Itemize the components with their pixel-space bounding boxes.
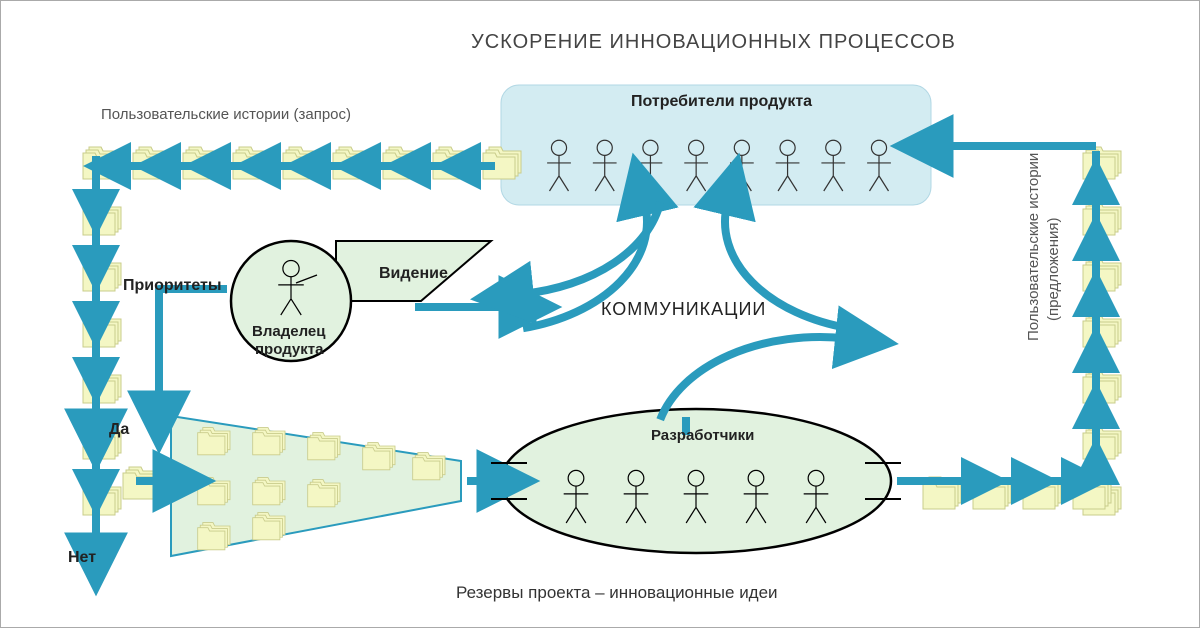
folder-icon: [83, 371, 121, 403]
comm-arc: [660, 337, 846, 420]
folder-icon: [253, 513, 285, 540]
label-user-stories-offers-1: Пользовательские истории: [1025, 153, 1042, 341]
label-vision: Видение: [379, 265, 448, 283]
folder-icon: [253, 478, 285, 505]
label-owner-1: Владелец: [252, 323, 325, 340]
folder-icon: [198, 523, 230, 550]
label-consumers: Потребители продукта: [631, 93, 812, 111]
folder-icon: [413, 453, 445, 480]
folder-icon: [198, 478, 230, 505]
label-no: Нет: [68, 549, 96, 567]
folder-icon: [363, 443, 395, 470]
title: УСКОРЕНИЕ ИННОВАЦИОННЫХ ПРОЦЕССОВ: [471, 31, 956, 54]
folder-icon: [83, 315, 121, 347]
folder-icon: [83, 259, 121, 291]
label-developers: Разработчики: [651, 427, 754, 444]
folder-icon: [1083, 427, 1121, 459]
label-user-stories-offers-2: (предложения): [1045, 218, 1062, 321]
folder-icon: [83, 203, 121, 235]
folder-icon: [83, 483, 121, 515]
label-reserves: Резервы проекта – инновационные идеи: [456, 583, 778, 603]
arrow: [159, 289, 227, 401]
folder-icon: [1083, 203, 1121, 235]
folder-icon: [253, 428, 285, 455]
folder-icon: [198, 428, 230, 455]
label-owner-2: продукта: [255, 341, 323, 358]
folder-icon: [1083, 259, 1121, 291]
folder-icon: [1083, 315, 1121, 347]
folder-icon: [308, 433, 340, 460]
label-priorities: Приоритеты: [123, 277, 222, 295]
folder-icon: [308, 480, 340, 507]
label-communications: КОММУНИКАЦИИ: [601, 299, 766, 320]
label-user-stories-request: Пользовательские истории (запрос): [101, 106, 351, 123]
folder-icon: [1083, 147, 1121, 179]
folder-icon: [1083, 371, 1121, 403]
label-yes: Да: [109, 421, 129, 439]
diagram-frame: УСКОРЕНИЕ ИННОВАЦИОННЫХ ПРОЦЕССОВ Пользо…: [0, 0, 1200, 628]
